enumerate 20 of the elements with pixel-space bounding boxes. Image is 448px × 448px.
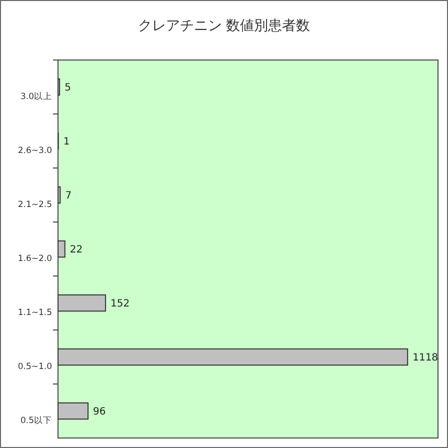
data-label: 96 bbox=[93, 406, 106, 418]
data-label: 1 bbox=[63, 136, 70, 148]
bar bbox=[58, 186, 61, 204]
y-tick-label: 3.0以上 bbox=[20, 91, 52, 102]
bar bbox=[58, 348, 408, 366]
data-label: 7 bbox=[65, 190, 72, 202]
chart-title: クレアチニン 数値別患者数 bbox=[138, 18, 310, 34]
data-label: 22 bbox=[70, 244, 83, 256]
y-tick-label: 0.5~1.0 bbox=[18, 362, 52, 372]
bar bbox=[58, 294, 106, 312]
data-label: 152 bbox=[110, 298, 130, 310]
y-tick-label: 1.6~2.0 bbox=[18, 254, 52, 264]
y-tick-label: 1.1~1.5 bbox=[18, 308, 52, 318]
data-label: 5 bbox=[64, 82, 71, 94]
y-tick-label: 2.6~3.0 bbox=[18, 146, 52, 156]
bar bbox=[58, 240, 66, 258]
y-tick-label: 0.5以下 bbox=[20, 415, 52, 426]
y-tick-label: 2.1~2.5 bbox=[18, 200, 52, 210]
bar bbox=[58, 402, 89, 420]
data-label: 1118 bbox=[412, 352, 438, 364]
